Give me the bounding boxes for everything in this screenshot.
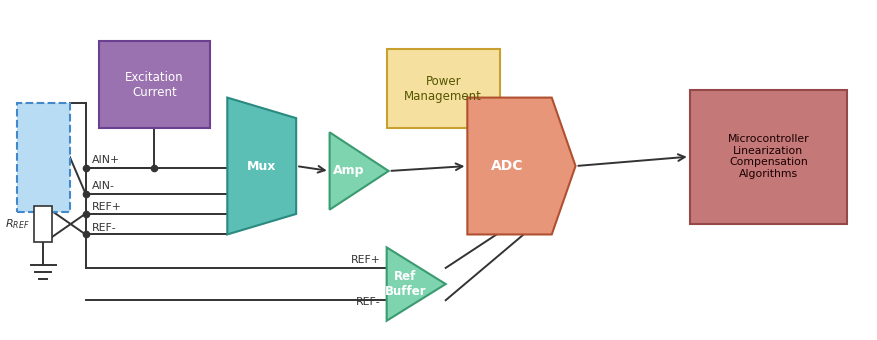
- Polygon shape: [387, 248, 446, 321]
- Text: Ref
Buffer: Ref Buffer: [385, 270, 426, 298]
- Text: REF+: REF+: [351, 255, 381, 265]
- Text: Excitation
Current: Excitation Current: [125, 71, 184, 99]
- FancyBboxPatch shape: [387, 49, 500, 128]
- FancyBboxPatch shape: [99, 41, 210, 128]
- Text: $R_{REF}$: $R_{REF}$: [5, 217, 30, 231]
- Polygon shape: [330, 132, 389, 210]
- Text: AIN+: AIN+: [91, 155, 119, 165]
- Text: Amp: Amp: [332, 165, 364, 177]
- FancyBboxPatch shape: [17, 103, 70, 212]
- Text: REF-: REF-: [91, 222, 116, 233]
- Text: REF-: REF-: [356, 297, 381, 307]
- FancyBboxPatch shape: [689, 90, 847, 224]
- Text: Power
Management: Power Management: [404, 75, 482, 103]
- Text: ADC: ADC: [491, 159, 524, 173]
- FancyBboxPatch shape: [34, 206, 52, 242]
- Text: REF+: REF+: [91, 202, 121, 212]
- Polygon shape: [227, 98, 296, 235]
- Text: Mux: Mux: [247, 159, 276, 172]
- Polygon shape: [467, 98, 575, 235]
- Text: Microcontroller
Linearization
Compensation
Algorithms: Microcontroller Linearization Compensati…: [728, 134, 809, 179]
- Text: AIN-: AIN-: [91, 181, 114, 191]
